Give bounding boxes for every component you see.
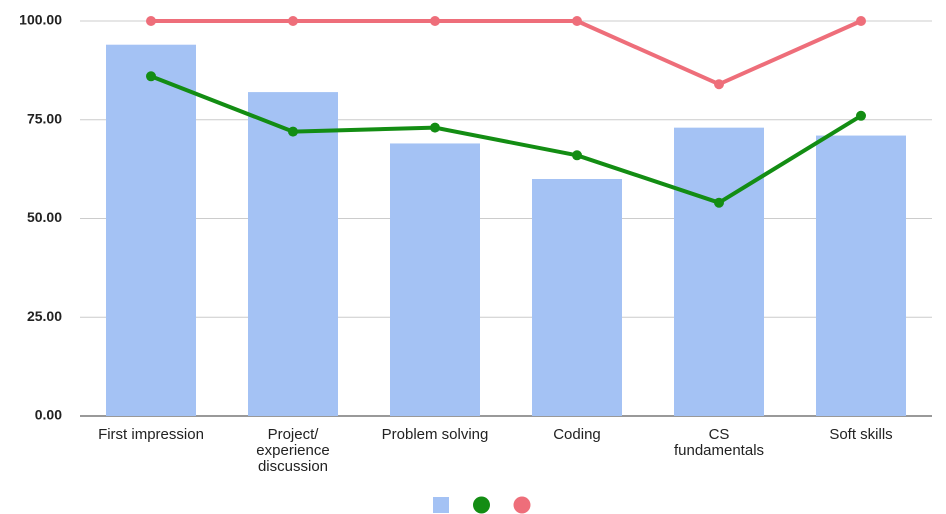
point	[430, 122, 440, 133]
bar	[816, 135, 906, 417]
x-tick-label: CS fundamentals	[674, 426, 764, 459]
bar	[532, 179, 622, 416]
legend-marker	[473, 496, 490, 514]
y-tick-label: 75.00	[27, 110, 62, 126]
point	[146, 71, 156, 82]
line	[150, 74, 863, 205]
y-tick-label: 50.00	[27, 209, 62, 225]
point	[288, 126, 298, 137]
x-tick-label: Soft skills	[829, 426, 892, 443]
point	[856, 110, 866, 121]
point	[146, 16, 156, 26]
bar	[674, 127, 764, 417]
line	[151, 19, 862, 87]
x-tick-label: Problem solving	[382, 426, 489, 443]
point	[572, 16, 582, 26]
point	[572, 150, 582, 161]
point	[430, 16, 440, 26]
legend-marker	[433, 497, 449, 513]
y-tick-label: 25.00	[27, 308, 62, 324]
point	[714, 79, 724, 90]
point	[288, 16, 298, 26]
legend-marker	[513, 496, 531, 514]
y-tick-label: 100.00	[19, 12, 62, 28]
x-tick-label: Coding	[553, 426, 601, 443]
bar	[390, 143, 480, 416]
bar	[106, 44, 196, 416]
point	[714, 197, 724, 208]
x-tick-label: First impression	[98, 426, 204, 443]
point	[856, 16, 866, 26]
y-tick-label: 0.00	[35, 407, 62, 423]
x-tick-label: Project/experience discussion	[256, 426, 329, 475]
bar	[248, 92, 338, 416]
